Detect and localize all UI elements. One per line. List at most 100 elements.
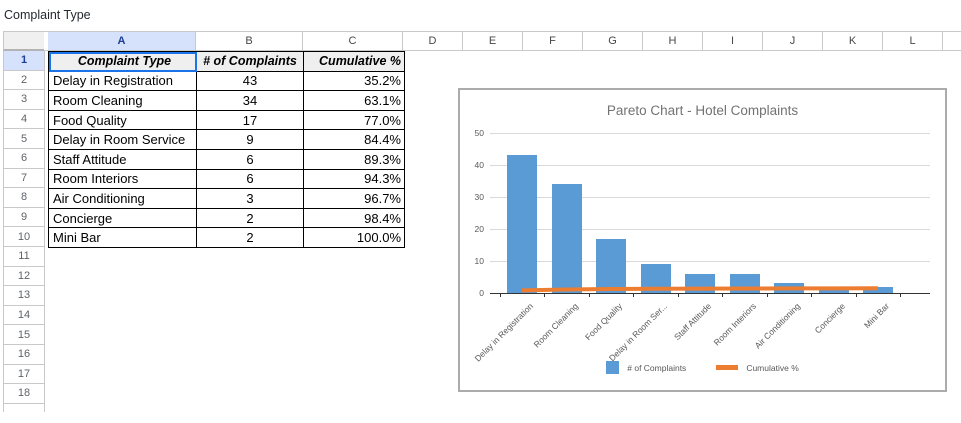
table-cell[interactable]: 96.7% [304,189,405,209]
table-cell[interactable]: 89.3% [304,149,405,170]
x-axis-tick [722,294,724,297]
row-header-16[interactable]: 16 [4,345,44,365]
bar-1[interactable] [507,155,537,293]
table-cell[interactable]: 100.0% [304,228,405,248]
table-cell[interactable]: 63.1% [304,91,405,111]
column-header-partial[interactable] [943,31,961,51]
data-table: Complaint Type # of Complaints Cumulative … [48,51,405,248]
column-header-d[interactable]: D [403,31,463,51]
table-cell[interactable]: Concierge [49,208,197,229]
table-header-cell[interactable]: Cumulative % [304,52,405,72]
legend-label: Cumulative % [746,362,799,373]
row-header-14[interactable]: 14 [4,305,44,326]
table-cell[interactable]: 17 [197,110,304,131]
table-cell[interactable]: 6 [197,149,304,170]
table-cell[interactable]: 2 [197,208,304,229]
table-cell[interactable]: 43 [197,71,304,92]
row-header-7[interactable]: 7 [4,168,44,189]
formula-bar[interactable]: Complaint Type [0,0,961,30]
table-cell[interactable]: Delay in Registration [49,71,197,92]
legend-item-cumulative[interactable]: Cumulative % [716,362,799,373]
column-header-e[interactable]: E [463,31,523,51]
table-header-cell-a1-selected[interactable]: Complaint Type [49,52,197,72]
table-cell[interactable]: Room Interiors [49,169,197,190]
table-cell[interactable]: 77.0% [304,110,405,131]
column-header-b[interactable]: B [196,31,303,51]
chart-legend: # of Complaints Cumulative % [460,361,945,374]
legend-label: # of Complaints [627,362,687,373]
column-header-a[interactable]: A [48,31,196,51]
bar-2[interactable] [551,184,582,293]
row-header-1[interactable]: 1 [4,51,44,71]
table-cell[interactable]: Mini Bar [49,228,197,248]
y-axis-label: 40 [474,160,484,170]
bar-3[interactable] [596,238,626,293]
row-header-5[interactable]: 5 [4,129,44,149]
y-axis-label: 20 [474,224,484,234]
row-headers: 1 2 3 4 5 6 7 8 9 10 11 12 13 14 15 16 17 18 [3,51,45,423]
x-axis-tick [855,294,857,297]
column-header-i[interactable]: I [703,31,763,51]
column-header-f[interactable]: F [523,31,583,51]
chart-title[interactable]: Pareto Chart - Hotel Complaints [606,103,799,118]
legend-line-swatch [716,365,739,370]
column-header-gap [44,31,48,51]
table-cell[interactable]: Delay in Room Service [49,130,197,150]
row-header-17[interactable]: 17 [4,364,44,385]
table-cell[interactable]: 84.4% [304,130,405,150]
formula-bar-value: Complaint Type [4,8,91,22]
cumulative-line[interactable] [460,90,945,390]
column-header-h[interactable]: H [643,31,703,51]
select-all-corner[interactable] [3,31,45,51]
x-axis-tick [766,294,768,297]
table-header-cell[interactable]: # of Complaints [197,52,304,72]
y-axis-label: 0 [479,288,484,298]
y-axis-label: 30 [474,192,484,202]
y-axis-label: 10 [474,256,484,266]
row-header-6[interactable]: 6 [4,149,44,169]
chart-gridline [490,165,930,166]
column-header-k[interactable]: K [823,31,883,51]
table-cell[interactable]: 98.4% [304,208,405,229]
table-cell[interactable]: 35.2% [304,71,405,92]
x-axis-tick [633,294,635,297]
pareto-chart[interactable]: Pareto Chart - Hotel Complaints 0 10 20 30 4… [458,88,947,392]
row-header-2[interactable]: 2 [4,70,44,91]
y-axis-label: 50 [474,128,484,138]
x-axis-tick [588,294,590,297]
row-header-3[interactable]: 3 [4,90,44,110]
row-header-4[interactable]: 4 [4,109,44,130]
row-header-9[interactable]: 9 [4,207,44,228]
table-cell[interactable]: Staff Attitude [49,149,197,170]
row-header-11[interactable]: 11 [4,247,44,267]
table-cell[interactable]: 9 [197,130,304,150]
row-header-18[interactable]: 18 [4,384,44,404]
table-cell[interactable]: 34 [197,91,304,111]
table-cell[interactable]: 6 [197,169,304,190]
x-axis-tick [544,294,546,297]
chart-gridline [490,261,930,262]
row-header-12[interactable]: 12 [4,266,44,287]
row-header-13[interactable]: 13 [4,286,44,306]
column-header-l[interactable]: L [883,31,943,51]
row-header-8[interactable]: 8 [4,188,44,208]
column-header-g[interactable]: G [583,31,643,51]
chart-gridline [490,133,930,134]
table-cell[interactable]: 2 [197,228,304,248]
chart-gridline [490,197,930,198]
table-cell[interactable]: 94.3% [304,169,405,190]
x-axis-tick [900,294,902,297]
table-cell[interactable]: Room Cleaning [49,91,197,111]
row-header-10[interactable]: 10 [4,227,44,247]
column-header-j[interactable]: J [763,31,823,51]
row-header-partial[interactable] [4,403,44,423]
table-cell[interactable]: Air Conditioning [49,189,197,209]
table-cell[interactable]: Food Quality [49,110,197,131]
column-header-c[interactable]: C [303,31,403,51]
row-header-15[interactable]: 15 [4,325,44,345]
x-axis-line [490,293,930,294]
table-cell[interactable]: 3 [197,189,304,209]
legend-item-complaints[interactable]: # of Complaints [606,361,686,374]
chart-gridline [490,229,930,230]
x-axis-tick [677,294,679,297]
